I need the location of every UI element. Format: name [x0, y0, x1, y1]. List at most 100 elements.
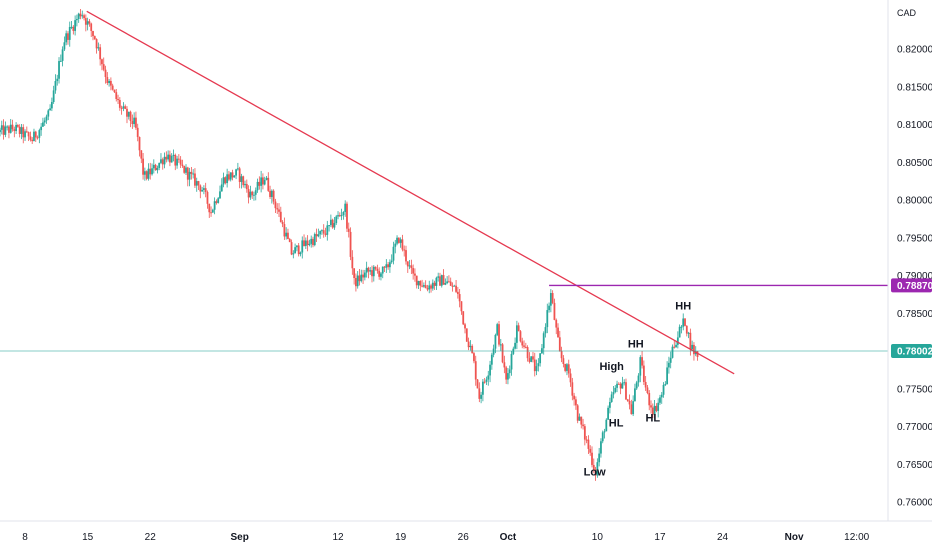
- candle: [58, 57, 60, 84]
- candle: [428, 280, 431, 294]
- candle: [170, 153, 173, 163]
- candle: [278, 203, 280, 217]
- candle: [215, 199, 218, 205]
- candle: [270, 189, 273, 204]
- candle: [56, 74, 59, 86]
- candle: [97, 42, 100, 51]
- candle: [635, 380, 638, 390]
- candle: [451, 282, 454, 292]
- candle: [539, 352, 542, 367]
- candle: [591, 446, 593, 468]
- candle: [8, 125, 10, 139]
- candle: [505, 365, 508, 385]
- candle: [138, 136, 141, 157]
- candle: [201, 186, 204, 192]
- candle: [566, 362, 568, 376]
- candle: [460, 301, 463, 315]
- candle: [412, 264, 415, 280]
- candle: [274, 198, 277, 214]
- candle: [526, 345, 529, 362]
- candle: [79, 9, 82, 20]
- candle: [347, 222, 350, 238]
- candle: [634, 383, 636, 402]
- candle: [426, 284, 429, 292]
- candle: [397, 237, 400, 244]
- candle: [344, 200, 347, 217]
- candle: [65, 30, 68, 46]
- candle: [515, 320, 518, 350]
- candle: [569, 368, 572, 387]
- x-tick-label: 12:00: [844, 532, 869, 543]
- candle: [548, 302, 550, 313]
- candle: [610, 391, 613, 403]
- candle: [83, 13, 85, 21]
- candle: [315, 228, 318, 242]
- candle: [72, 25, 75, 35]
- candle: [186, 166, 189, 187]
- candle: [383, 265, 386, 272]
- candle: [290, 239, 293, 256]
- candle: [600, 438, 602, 458]
- candle: [142, 153, 144, 180]
- annotation-label: HH: [675, 301, 691, 313]
- candle: [24, 129, 26, 141]
- candle: [68, 21, 71, 47]
- x-tick-label: 10: [592, 532, 604, 543]
- candles: [0, 9, 699, 481]
- candle: [49, 104, 51, 111]
- candle: [288, 237, 291, 243]
- candle: [589, 445, 592, 456]
- candle: [456, 286, 459, 299]
- x-tick-label: 8: [22, 532, 28, 543]
- candle: [251, 190, 254, 200]
- candle: [338, 212, 341, 218]
- candle: [172, 149, 175, 162]
- candle: [685, 325, 688, 337]
- price-axis[interactable]: 0.82000 0.81500 0.81000 0.80500 0.80000 0.795…: [897, 45, 932, 509]
- candle: [422, 282, 425, 288]
- candle: [592, 458, 595, 474]
- candle: [115, 88, 118, 102]
- candle: [387, 261, 390, 270]
- candle: [462, 311, 465, 326]
- candle: [349, 227, 352, 261]
- x-tick-label: 17: [654, 532, 666, 543]
- candle: [122, 102, 125, 112]
- candle: [655, 403, 658, 413]
- candle: [687, 331, 690, 339]
- candle: [160, 153, 162, 165]
- candle: [235, 168, 237, 180]
- time-axis[interactable]: 8 15 22 Sep 12 19 26 Oct 10 17 24 Nov 12:00: [22, 532, 869, 543]
- candle: [632, 395, 635, 417]
- candle: [224, 176, 227, 185]
- candle: [329, 214, 332, 228]
- trendline[interactable]: [86, 10, 735, 375]
- candle: [367, 266, 370, 279]
- candle: [673, 340, 676, 349]
- candle: [169, 150, 171, 167]
- candle: [285, 227, 288, 240]
- candle: [247, 185, 250, 204]
- candle: [399, 237, 402, 248]
- y-tick-label: 0.78500: [897, 309, 932, 320]
- resistance-tag-box: [891, 278, 932, 293]
- candle: [575, 396, 577, 410]
- candle: [31, 137, 34, 144]
- x-tick-label: 26: [458, 532, 470, 543]
- candle: [421, 279, 423, 288]
- candle: [583, 423, 586, 446]
- y-tick-label: 0.79000: [897, 271, 932, 282]
- candle: [480, 391, 483, 404]
- candle: [258, 176, 261, 190]
- candle: [669, 351, 672, 369]
- x-tick-label: 19: [395, 532, 407, 543]
- candle: [328, 224, 330, 232]
- y-tick-label: 0.80500: [897, 158, 932, 169]
- candle: [33, 128, 35, 142]
- candle: [406, 261, 409, 273]
- candle: [424, 280, 427, 289]
- candle: [192, 169, 195, 179]
- candle: [287, 228, 289, 240]
- candle: [179, 156, 182, 169]
